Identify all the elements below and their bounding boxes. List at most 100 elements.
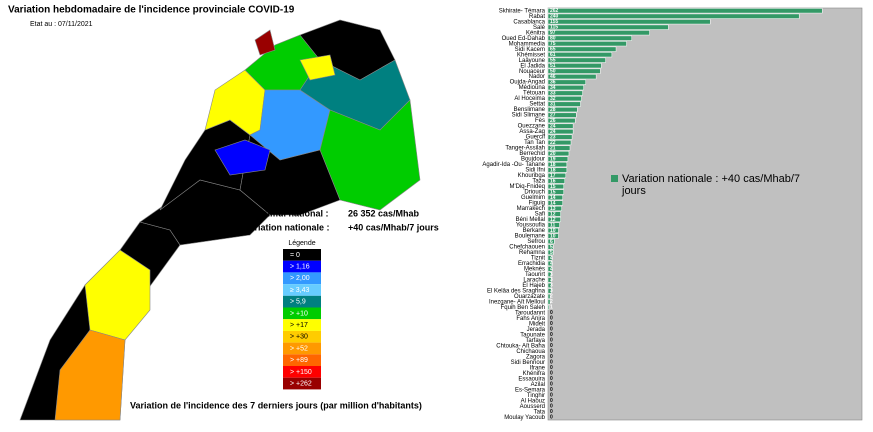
value-label: 0 — [550, 393, 553, 399]
category-label: Youssoufia — [516, 223, 546, 229]
category-label: Casablanca — [513, 19, 545, 25]
bar — [547, 68, 601, 74]
legend-swatch — [283, 272, 321, 285]
value-label: 80 — [550, 36, 556, 42]
bar — [547, 266, 553, 272]
region — [214, 139, 271, 176]
bar — [547, 13, 800, 19]
category-label: Kénitra — [526, 30, 546, 36]
category-label: Fquih Ben Saleh — [501, 305, 545, 311]
value-label: 15 — [550, 184, 556, 190]
bar — [547, 112, 577, 118]
bar — [547, 156, 569, 162]
value-label: 14 — [550, 195, 556, 201]
category-label: Ifrane — [530, 365, 546, 371]
category-label: Marrakech — [517, 206, 545, 212]
category-label: Agadir-Ida -Ou- Tanane — [482, 162, 545, 168]
category-label: Ouezzane — [518, 124, 546, 130]
bar — [547, 162, 568, 168]
category-label: Taroudannt — [515, 310, 545, 316]
bar — [547, 183, 564, 190]
map-footer: Variation de l'incidence des 7 derniers … — [130, 400, 422, 410]
value-label: 33 — [550, 90, 556, 96]
category-label: Nouaceur — [519, 69, 545, 75]
map-date: Etat au : 07/11/2021 — [30, 21, 93, 28]
legend-label: > +10 — [290, 310, 308, 317]
category-label: Al Hoceima — [514, 96, 545, 102]
category-label: Es-Semara — [515, 387, 546, 393]
plot-area — [547, 7, 863, 421]
value-label: 11 — [550, 222, 556, 228]
category-label: Guelmim — [521, 195, 545, 201]
bar — [547, 233, 559, 239]
bar — [547, 282, 552, 288]
value-label: 46 — [550, 74, 556, 80]
value-label: 61 — [550, 52, 556, 58]
value-label: 34 — [550, 85, 556, 91]
category-label: Khénifra — [523, 371, 546, 377]
category-label: Benslimane — [514, 107, 546, 113]
bar — [547, 151, 570, 157]
category-label: Berkane — [523, 228, 546, 234]
bar — [547, 63, 602, 69]
value-label: 3 — [550, 288, 553, 294]
value-label: 5 — [550, 250, 553, 256]
category-label: Oujda-Angad — [510, 80, 545, 86]
category-label: Ouarzazate — [514, 294, 546, 300]
bar — [547, 271, 552, 277]
value-label: 0 — [550, 365, 553, 371]
legend-swatch — [283, 330, 321, 343]
category-label: Meknès — [524, 267, 545, 273]
category-label: Tan Tan — [524, 140, 545, 146]
value-label: 0 — [550, 376, 553, 382]
value-label: 12 — [550, 211, 556, 217]
legend-label: > +17 — [290, 322, 308, 329]
value-label: 0 — [550, 343, 553, 349]
map-legend: = 0 > 1,16 > 2,00 ≥ 3,43 > 5,9 > +10 > +17 > +3… — [283, 249, 321, 390]
value-label: 155 — [550, 19, 559, 25]
bar — [547, 249, 554, 256]
value-label: 50 — [550, 69, 556, 75]
category-label: Boujdour — [521, 157, 545, 163]
category-label: Tanger-Assilah — [505, 146, 545, 152]
value-label: 10 — [550, 228, 556, 234]
category-label: Taza — [532, 179, 545, 185]
category-label: Errachidia — [518, 261, 546, 267]
legend-label: ≥ 3,43 — [290, 287, 310, 294]
variation-value: +40 cas/Mhab/7 jours — [348, 222, 439, 232]
value-label: 20 — [550, 151, 556, 157]
value-label: 240 — [550, 14, 559, 20]
legend-swatch — [283, 260, 321, 273]
value-label: 27 — [550, 112, 556, 118]
value-label: 6 — [550, 239, 553, 245]
legend-label: > +52 — [290, 345, 308, 352]
value-label: 14 — [550, 200, 556, 206]
category-label: Sidi Ifni — [525, 168, 545, 174]
bar — [547, 57, 606, 63]
legend-label: > +262 — [290, 381, 312, 388]
category-label: El Kelâa des Sraghna — [487, 288, 546, 294]
bar — [547, 134, 573, 140]
value-label: 3 — [550, 272, 553, 278]
bar — [547, 244, 554, 250]
category-label: Larache — [523, 277, 545, 283]
value-label: 2 — [550, 294, 553, 300]
bar — [547, 167, 568, 173]
legend-swatch — [283, 377, 321, 390]
category-label: El Jadida — [520, 63, 545, 69]
bar — [547, 227, 559, 234]
region — [254, 29, 276, 56]
category-label: Driouch — [524, 190, 545, 196]
category-label: Sidi Bennour — [511, 360, 545, 366]
bar — [547, 194, 563, 201]
category-label: Salé — [533, 25, 546, 31]
category-label: Nador — [529, 74, 545, 80]
bar — [547, 123, 574, 129]
category-label: Moulay Yacoub — [504, 415, 545, 421]
legend-label: > +150 — [290, 369, 312, 376]
category-label: Khouribga — [518, 173, 546, 179]
bar — [547, 107, 578, 113]
legend-label: > +89 — [290, 357, 308, 364]
